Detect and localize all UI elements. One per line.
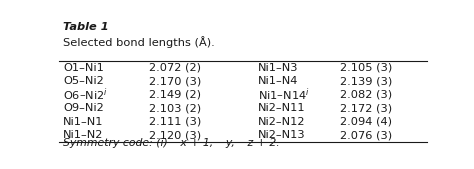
Text: O9–Ni2: O9–Ni2 bbox=[63, 103, 104, 113]
Text: Ni2–N12: Ni2–N12 bbox=[258, 117, 305, 127]
Text: 2.139 (3): 2.139 (3) bbox=[340, 76, 392, 86]
Text: O5–Ni2: O5–Ni2 bbox=[63, 76, 104, 86]
Text: 2.111 (3): 2.111 (3) bbox=[149, 117, 201, 127]
Text: Ni2–N11: Ni2–N11 bbox=[258, 103, 305, 113]
Text: Ni1–N14$^{i}$: Ni1–N14$^{i}$ bbox=[258, 87, 310, 103]
Text: 2.170 (3): 2.170 (3) bbox=[149, 76, 201, 86]
Text: Ni1–N2: Ni1–N2 bbox=[63, 130, 103, 140]
Text: 2.103 (2): 2.103 (2) bbox=[149, 103, 201, 113]
Text: 2.094 (4): 2.094 (4) bbox=[340, 117, 392, 127]
Text: O6–Ni2$^{i}$: O6–Ni2$^{i}$ bbox=[63, 87, 108, 103]
Text: 2.076 (3): 2.076 (3) bbox=[340, 130, 392, 140]
Text: Selected bond lengths (Å).: Selected bond lengths (Å). bbox=[63, 37, 215, 49]
Text: 2.082 (3): 2.082 (3) bbox=[340, 90, 392, 100]
Text: Symmetry code: (i) −x + 1, −y, −z + 2.: Symmetry code: (i) −x + 1, −y, −z + 2. bbox=[63, 138, 280, 148]
Text: 2.105 (3): 2.105 (3) bbox=[340, 63, 392, 73]
Text: Ni2–N13: Ni2–N13 bbox=[258, 130, 305, 140]
Text: 2.149 (2): 2.149 (2) bbox=[149, 90, 201, 100]
Text: Ni1–N3: Ni1–N3 bbox=[258, 63, 298, 73]
Text: 2.172 (3): 2.172 (3) bbox=[340, 103, 392, 113]
Text: O1–Ni1: O1–Ni1 bbox=[63, 63, 104, 73]
Text: Table 1: Table 1 bbox=[63, 22, 109, 32]
Text: Ni1–N4: Ni1–N4 bbox=[258, 76, 298, 86]
Text: 2.072 (2): 2.072 (2) bbox=[149, 63, 201, 73]
Text: Ni1–N1: Ni1–N1 bbox=[63, 117, 103, 127]
Text: 2.120 (3): 2.120 (3) bbox=[149, 130, 201, 140]
